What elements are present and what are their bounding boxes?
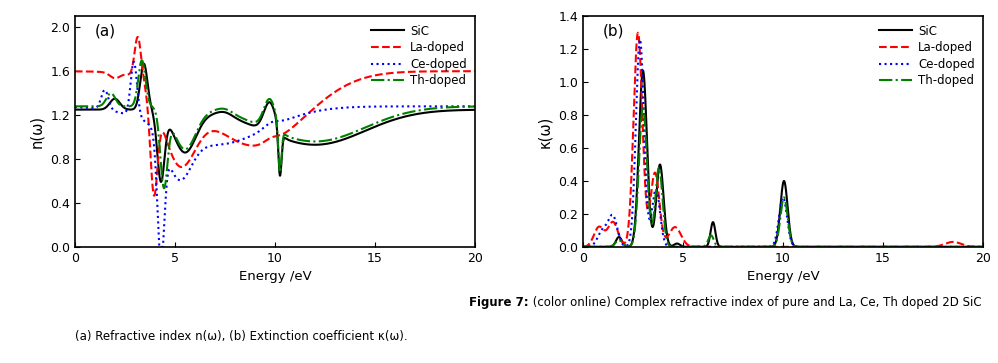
La-doped: [945, 240, 957, 244]
Text: (a): (a): [95, 23, 116, 38]
Line: SiC: SiC: [75, 64, 475, 182]
SiC: [241, 121, 252, 125]
La-doped: [359, 76, 371, 80]
Line: La-doped: La-doped: [75, 37, 475, 196]
SiC: [259, 106, 271, 111]
Ce-doped: [977, 245, 989, 249]
SiC: [457, 108, 469, 112]
SiC: [945, 245, 957, 249]
Th-doped: [259, 103, 271, 107]
La-doped: [746, 245, 757, 249]
Th-doped: [158, 186, 170, 191]
Ce-doped: [767, 242, 779, 246]
Ce-doped: [746, 245, 757, 249]
Ce-doped: [457, 104, 469, 109]
SiC: [767, 244, 779, 248]
Ce-doped: [259, 124, 271, 129]
Ce-doped: [945, 245, 957, 249]
SiC: [748, 245, 760, 249]
SiC: [138, 61, 150, 66]
SiC: [155, 180, 167, 184]
Legend: SiC, La-doped, Ce-doped, Th-doped: SiC, La-doped, Ce-doped, Th-doped: [368, 22, 469, 90]
Line: Th-doped: Th-doped: [75, 60, 475, 188]
Ce-doped: [748, 245, 760, 249]
SiC: [577, 245, 589, 249]
Ce-doped: [577, 245, 589, 249]
Th-doped: [457, 105, 469, 109]
Th-doped: [637, 105, 649, 109]
SiC: [867, 245, 879, 249]
Th-doped: [867, 245, 879, 249]
SiC: [437, 109, 449, 113]
Ce-doped: [931, 245, 943, 249]
La-doped: [132, 35, 144, 39]
La-doped: [457, 69, 469, 73]
La-doped: [148, 193, 160, 198]
Ce-doped: [359, 105, 371, 109]
Th-doped: [977, 245, 989, 249]
La-doped: [69, 69, 81, 74]
Text: Figure 7:: Figure 7:: [469, 296, 529, 309]
Th-doped: [577, 245, 589, 249]
Th-doped: [437, 106, 449, 110]
Ce-doped: [241, 136, 252, 140]
Th-doped: [746, 245, 757, 249]
Th-doped: [748, 245, 760, 249]
SiC: [469, 108, 481, 112]
SiC: [917, 245, 929, 249]
La-doped: [748, 245, 760, 249]
La-doped: [977, 245, 989, 249]
Y-axis label: κ(ω): κ(ω): [538, 115, 553, 148]
Th-doped: [69, 104, 81, 109]
Th-doped: [359, 125, 371, 130]
Text: (color online) Complex refractive index of pure and La, Ce, Th doped 2D SiC: (color online) Complex refractive index …: [529, 296, 982, 309]
Th-doped: [767, 244, 779, 249]
Th-doped: [238, 117, 250, 121]
SiC: [238, 120, 250, 124]
La-doped: [577, 245, 589, 249]
X-axis label: Energy /eV: Energy /eV: [239, 270, 311, 283]
SiC: [69, 107, 81, 112]
La-doped: [238, 142, 250, 146]
La-doped: [788, 245, 800, 249]
Line: SiC: SiC: [583, 71, 983, 247]
X-axis label: Energy /eV: Energy /eV: [747, 270, 819, 283]
La-doped: [965, 244, 977, 249]
La-doped: [437, 69, 449, 73]
La-doped: [241, 143, 252, 147]
La-doped: [632, 30, 644, 35]
Ce-doped: [154, 245, 166, 249]
Th-doped: [241, 118, 252, 122]
Ce-doped: [437, 104, 449, 109]
Th-doped: [945, 245, 957, 249]
Text: (b): (b): [603, 23, 625, 38]
Text: (a) Refractive index n(ω), (b) Extinction coefficient κ(ω).: (a) Refractive index n(ω), (b) Extinctio…: [75, 330, 407, 343]
SiC: [965, 245, 977, 249]
Th-doped: [965, 245, 977, 249]
SiC: [359, 129, 371, 133]
Line: Th-doped: Th-doped: [583, 107, 983, 247]
Th-doped: [917, 245, 929, 249]
SiC: [746, 245, 757, 249]
La-doped: [259, 139, 271, 143]
SiC: [977, 245, 989, 249]
Ce-doped: [238, 137, 250, 141]
La-doped: [767, 245, 779, 249]
Ce-doped: [634, 37, 646, 41]
Th-doped: [136, 58, 148, 62]
La-doped: [469, 69, 481, 73]
Line: Ce-doped: Ce-doped: [583, 39, 983, 247]
Line: La-doped: La-doped: [583, 33, 983, 247]
La-doped: [868, 245, 880, 249]
Ce-doped: [69, 105, 81, 109]
Ce-doped: [965, 245, 977, 249]
Legend: SiC, La-doped, Ce-doped, Th-doped: SiC, La-doped, Ce-doped, Th-doped: [876, 22, 977, 90]
Ce-doped: [128, 60, 140, 64]
SiC: [637, 69, 649, 73]
Line: Ce-doped: Ce-doped: [75, 62, 475, 247]
Th-doped: [469, 105, 481, 109]
Ce-doped: [867, 245, 879, 249]
Y-axis label: n(ω): n(ω): [29, 115, 45, 148]
Ce-doped: [469, 104, 481, 109]
